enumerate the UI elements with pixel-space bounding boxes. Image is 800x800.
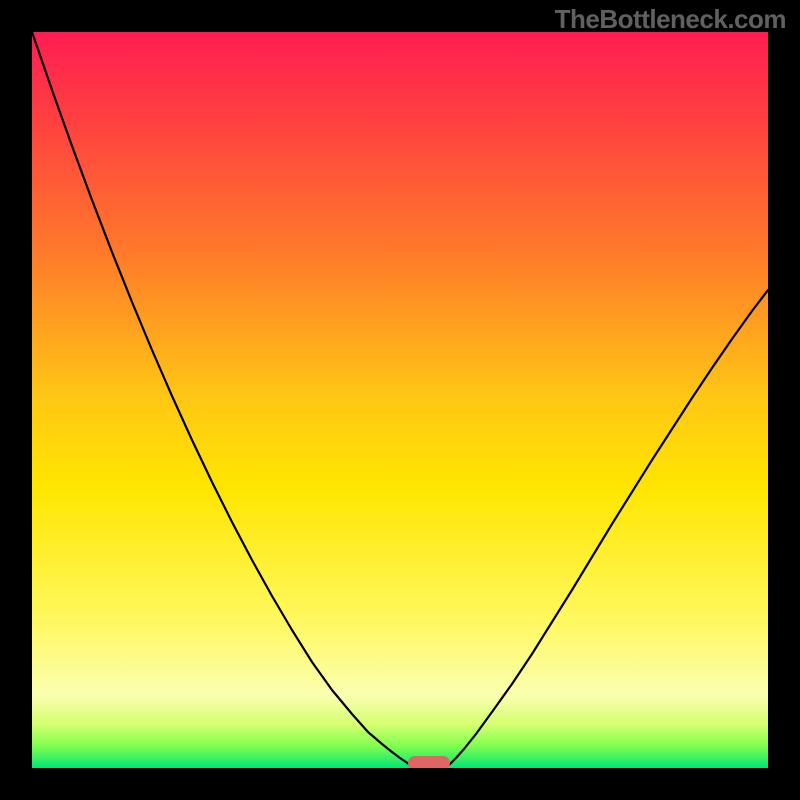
minimum-marker bbox=[408, 756, 450, 768]
bottleneck-curve bbox=[32, 32, 768, 768]
plot-area bbox=[32, 32, 768, 768]
watermark-text: TheBottleneck.com bbox=[555, 4, 786, 35]
